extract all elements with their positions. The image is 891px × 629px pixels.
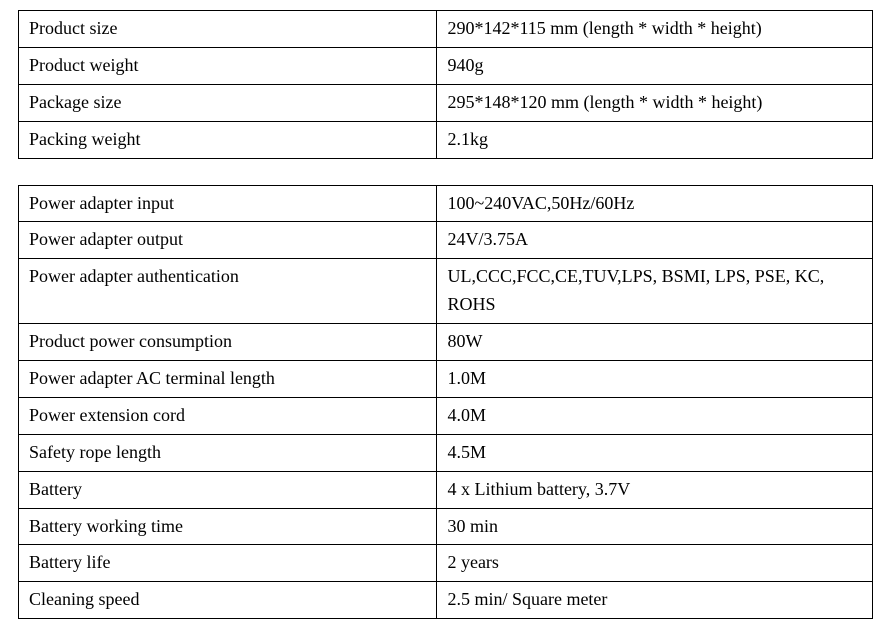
spec-label: Power extension cord <box>19 397 437 434</box>
table-row: Power adapter authenticationUL,CCC,FCC,C… <box>19 259 873 324</box>
table-row: Package size295*148*120 mm (length * wid… <box>19 84 873 121</box>
spec-label: Package size <box>19 84 437 121</box>
spec-label: Product weight <box>19 47 437 84</box>
spec-value: 290*142*115 mm (length * width * height) <box>437 11 873 48</box>
spec-label: Power adapter authentication <box>19 259 437 324</box>
table-row: Power adapter output24V/3.75A <box>19 222 873 259</box>
spec-value: 295*148*120 mm (length * width * height) <box>437 84 873 121</box>
spec-label: Power adapter AC terminal length <box>19 361 437 398</box>
spec-label: Battery life <box>19 545 437 582</box>
spec-value: 4 x Lithium battery, 3.7V <box>437 471 873 508</box>
spec-value: 2 years <box>437 545 873 582</box>
table-row: Product power consumption80W <box>19 324 873 361</box>
spec-table-1: Power adapter input100~240VAC,50Hz/60HzP… <box>18 185 873 620</box>
spec-value: 24V/3.75A <box>437 222 873 259</box>
spec-value: 2.1kg <box>437 121 873 158</box>
table-row: Battery4 x Lithium battery, 3.7V <box>19 471 873 508</box>
spec-label: Cleaning speed <box>19 582 437 619</box>
table-row: Product weight940g <box>19 47 873 84</box>
spec-value: 4.0M <box>437 397 873 434</box>
spec-value: 4.5M <box>437 434 873 471</box>
spec-label: Battery <box>19 471 437 508</box>
spec-label: Safety rope length <box>19 434 437 471</box>
spec-tables-container: Product size290*142*115 mm (length * wid… <box>18 10 873 619</box>
table-row: Power adapter input100~240VAC,50Hz/60Hz <box>19 185 873 222</box>
table-row: Packing weight2.1kg <box>19 121 873 158</box>
spec-label: Power adapter output <box>19 222 437 259</box>
table-row: Safety rope length4.5M <box>19 434 873 471</box>
table-row: Cleaning speed2.5 min/ Square meter <box>19 582 873 619</box>
spec-value: 80W <box>437 324 873 361</box>
spec-label: Battery working time <box>19 508 437 545</box>
spec-value: 100~240VAC,50Hz/60Hz <box>437 185 873 222</box>
spec-value: 1.0M <box>437 361 873 398</box>
table-row: Power extension cord4.0M <box>19 397 873 434</box>
spec-value: 30 min <box>437 508 873 545</box>
spec-value: 940g <box>437 47 873 84</box>
spec-value: UL,CCC,FCC,CE,TUV,LPS, BSMI, LPS, PSE, K… <box>437 259 873 324</box>
table-row: Product size290*142*115 mm (length * wid… <box>19 11 873 48</box>
spec-table-0: Product size290*142*115 mm (length * wid… <box>18 10 873 159</box>
spec-label: Power adapter input <box>19 185 437 222</box>
table-row: Power adapter AC terminal length1.0M <box>19 361 873 398</box>
spec-value: 2.5 min/ Square meter <box>437 582 873 619</box>
spec-label: Packing weight <box>19 121 437 158</box>
spec-label: Product power consumption <box>19 324 437 361</box>
spec-label: Product size <box>19 11 437 48</box>
table-row: Battery working time30 min <box>19 508 873 545</box>
table-row: Battery life2 years <box>19 545 873 582</box>
